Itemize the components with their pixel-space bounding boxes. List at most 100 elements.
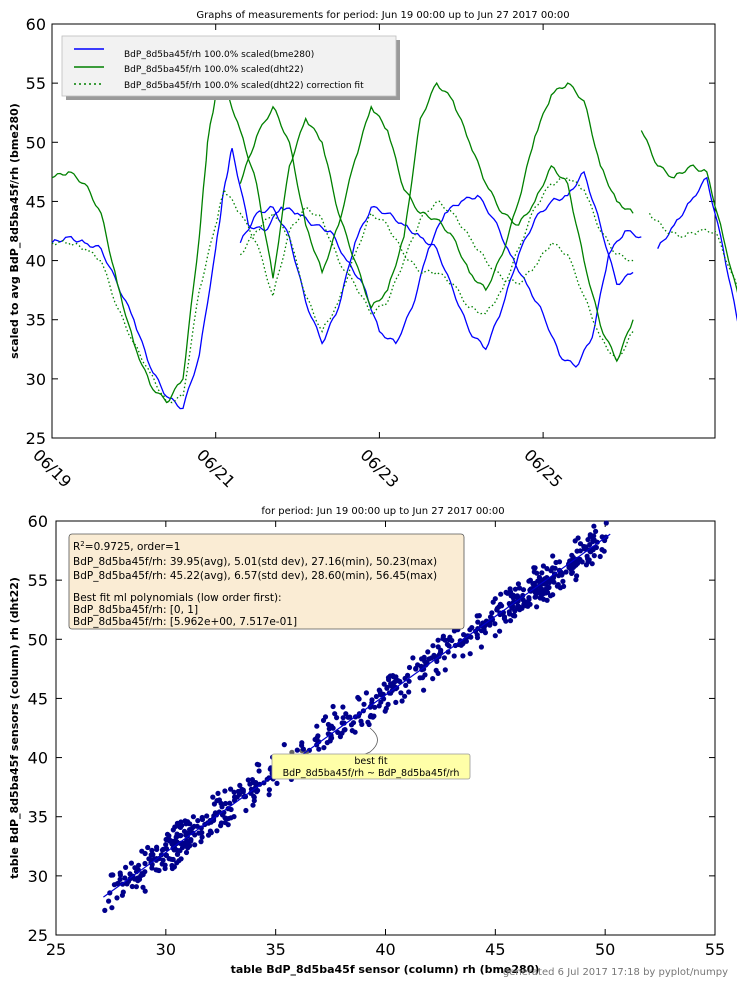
scatter-point [228, 786, 234, 792]
top-x-tick-label: 06/19 [29, 445, 75, 491]
scatter-point [222, 800, 229, 807]
scatter-point [478, 628, 485, 634]
scatter-point [140, 872, 146, 878]
annotation-line-1: best fit [354, 756, 388, 767]
top-series-line [51, 187, 634, 404]
top-series-line [657, 176, 737, 322]
scatter-point [421, 654, 427, 661]
scatter-point [174, 860, 180, 866]
scatter-point [492, 633, 498, 639]
scatter-point [475, 619, 481, 625]
scatter-point [423, 662, 429, 668]
bottom-x-axis-label: table BdP_8d5ba45f sensor (column) rh (b… [231, 963, 540, 976]
scatter-point [250, 802, 256, 808]
scatter-point [127, 871, 133, 877]
scatter-point [393, 674, 399, 680]
scatter-point [442, 667, 448, 673]
scatter-point [591, 523, 597, 529]
scatter-point [170, 827, 176, 833]
scatter-point [316, 746, 322, 752]
scatter-point [124, 881, 130, 887]
scatter-point [242, 794, 249, 800]
scatter-point [142, 860, 148, 867]
scatter-point [588, 549, 594, 555]
scatter-point [114, 881, 120, 887]
scatter-point [136, 862, 142, 868]
scatter-point [198, 839, 204, 845]
scatter-point [163, 842, 169, 848]
scatter-point [194, 823, 200, 829]
bottom-x-tick-label: 40 [375, 940, 395, 959]
scatter-point [497, 628, 503, 634]
top-y-tick-label: 55 [26, 74, 46, 93]
scatter-chart: for period: Jun 19 00:00 up to Jun 27 20… [8, 506, 728, 978]
top-y-tick-label: 60 [26, 15, 46, 34]
bottom-x-tick-label: 45 [485, 940, 505, 959]
scatter-point [451, 653, 457, 659]
scatter-point [583, 562, 590, 568]
bottom-x-tick-label: 30 [156, 940, 176, 959]
scatter-point [192, 842, 198, 848]
scatter-point [166, 837, 172, 843]
scatter-point [553, 559, 559, 566]
scatter-point [377, 688, 383, 694]
scatter-point [135, 878, 141, 884]
scatter-point [251, 794, 257, 800]
scatter-point [587, 542, 593, 548]
scatter-point [315, 733, 321, 739]
scatter-point [195, 818, 201, 824]
scatter-point [546, 579, 553, 586]
top-series-line [51, 81, 634, 404]
info-line-6: BdP_8d5ba45f/rh: [5.962e+00, 7.517e-01] [73, 616, 297, 628]
scatter-point [415, 662, 421, 668]
scatter-point [474, 635, 481, 641]
scatter-point [532, 565, 538, 571]
scatter-point [332, 711, 338, 717]
scatter-point [519, 605, 525, 611]
scatter-point [343, 711, 349, 717]
scatter-point [142, 888, 148, 894]
scatter-point [252, 787, 258, 793]
bottom-y-tick-label: 25 [28, 926, 48, 945]
top-y-tick-label: 25 [26, 429, 46, 448]
scatter-point [174, 820, 180, 826]
bottom-y-tick-label: 50 [28, 630, 48, 649]
scatter-point [474, 613, 480, 619]
scatter-point [149, 865, 155, 871]
scatter-point [149, 847, 155, 854]
scatter-point [166, 856, 172, 862]
scatter-point [510, 612, 516, 619]
scatter-point [145, 844, 151, 851]
top-x-tick-label: 06/23 [357, 445, 403, 491]
scatter-point [178, 856, 184, 862]
scatter-point [589, 561, 595, 567]
scatter-point [569, 552, 575, 559]
scatter-point [593, 544, 600, 551]
bottom-y-tick-label: 30 [28, 867, 48, 886]
scatter-point [328, 732, 334, 739]
scatter-point [530, 581, 536, 587]
scatter-point [227, 800, 233, 806]
scatter-point [102, 907, 108, 914]
scatter-point [569, 569, 576, 575]
scatter-point [148, 852, 154, 858]
scatter-point [299, 740, 305, 746]
scatter-point [199, 830, 205, 836]
scatter-point [594, 539, 600, 545]
scatter-point [524, 601, 530, 607]
scatter-point [516, 585, 523, 591]
scatter-point [106, 898, 112, 904]
scatter-point [402, 693, 408, 699]
footer-credit: generated 6 Jul 2017 17:18 by pyplot/num… [503, 967, 728, 978]
scatter-point [507, 618, 514, 624]
scatter-point [428, 655, 434, 661]
scatter-point [438, 647, 444, 653]
top-series-line [239, 82, 634, 292]
scatter-point [355, 694, 361, 701]
scatter-point [489, 610, 495, 616]
scatter-point [534, 570, 540, 576]
scatter-point [533, 591, 539, 597]
scatter-point [222, 815, 228, 821]
scatter-point [510, 595, 517, 601]
